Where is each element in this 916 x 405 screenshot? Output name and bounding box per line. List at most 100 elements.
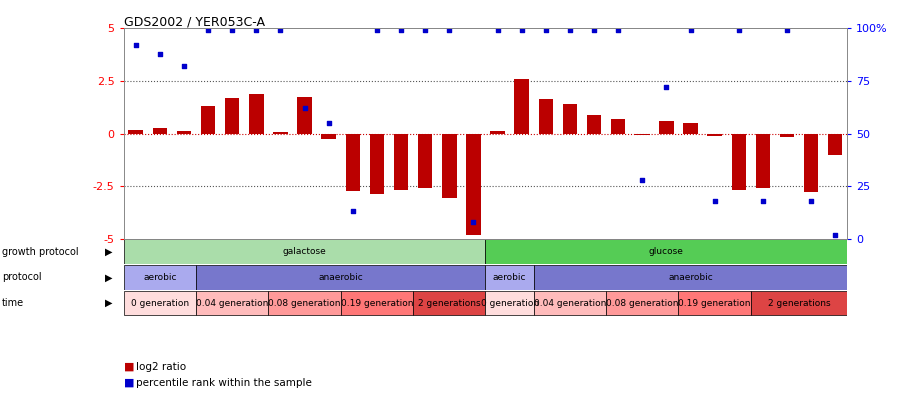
Point: [345, 208, 360, 215]
Text: anaerobic: anaerobic: [668, 273, 713, 282]
Text: aerobic: aerobic: [493, 273, 527, 282]
Bar: [345, 134, 360, 192]
Bar: [804, 134, 818, 192]
Bar: [780, 134, 794, 137]
Text: ▶: ▶: [105, 247, 113, 257]
Bar: [539, 99, 553, 134]
Point: [128, 42, 143, 49]
Point: [394, 27, 409, 34]
Bar: [177, 132, 191, 134]
Bar: [341, 291, 413, 315]
Text: 0 generation: 0 generation: [481, 298, 539, 307]
Bar: [660, 121, 673, 134]
Bar: [394, 134, 409, 190]
Bar: [273, 132, 288, 134]
Bar: [828, 134, 843, 155]
Bar: [562, 104, 577, 134]
Point: [442, 27, 456, 34]
Bar: [534, 265, 847, 290]
Text: ▶: ▶: [105, 298, 113, 308]
Bar: [370, 134, 384, 194]
Bar: [153, 128, 167, 134]
Point: [490, 27, 505, 34]
Bar: [268, 291, 341, 315]
Text: 0.08 generation: 0.08 generation: [268, 298, 341, 307]
Text: growth protocol: growth protocol: [2, 247, 79, 257]
Text: 2 generations: 2 generations: [768, 298, 831, 307]
Point: [418, 27, 432, 34]
Bar: [196, 291, 268, 315]
Text: 2 generations: 2 generations: [418, 298, 481, 307]
Text: 0.04 generation: 0.04 generation: [534, 298, 606, 307]
Bar: [124, 265, 196, 290]
Text: ■: ■: [124, 378, 134, 388]
Point: [587, 27, 602, 34]
Bar: [322, 134, 336, 139]
Text: log2 ratio: log2 ratio: [136, 362, 186, 371]
Text: galactose: galactose: [283, 247, 326, 256]
Bar: [418, 134, 432, 188]
Bar: [124, 291, 196, 315]
Bar: [196, 265, 485, 290]
Point: [322, 120, 336, 126]
Point: [152, 50, 168, 57]
Bar: [587, 115, 601, 134]
Bar: [413, 291, 485, 315]
Point: [515, 27, 529, 34]
Point: [539, 27, 553, 34]
Bar: [611, 119, 626, 134]
Point: [273, 27, 288, 34]
Bar: [466, 134, 481, 234]
Point: [370, 27, 385, 34]
Point: [732, 27, 747, 34]
Bar: [751, 291, 847, 315]
Text: GDS2002 / YER053C-A: GDS2002 / YER053C-A: [124, 15, 265, 28]
Bar: [756, 134, 770, 188]
Bar: [298, 97, 311, 134]
Point: [225, 27, 240, 34]
Point: [828, 231, 843, 238]
Text: 0.08 generation: 0.08 generation: [606, 298, 679, 307]
Bar: [707, 134, 722, 136]
Text: ■: ■: [124, 362, 134, 371]
Bar: [485, 239, 847, 264]
Bar: [485, 265, 534, 290]
Text: time: time: [2, 298, 24, 308]
Point: [707, 198, 722, 204]
Text: glucose: glucose: [649, 247, 684, 256]
Bar: [732, 134, 746, 190]
Bar: [249, 94, 264, 134]
Point: [756, 198, 770, 204]
Bar: [201, 106, 215, 134]
Text: 0.19 generation: 0.19 generation: [679, 298, 751, 307]
Bar: [485, 291, 534, 315]
Bar: [124, 239, 485, 264]
Text: ▶: ▶: [105, 272, 113, 282]
Point: [466, 219, 481, 225]
Point: [201, 27, 215, 34]
Bar: [534, 291, 606, 315]
Text: percentile rank within the sample: percentile rank within the sample: [136, 378, 311, 388]
Point: [249, 27, 264, 34]
Bar: [606, 291, 679, 315]
Text: 0 generation: 0 generation: [131, 298, 189, 307]
Point: [780, 27, 794, 34]
Point: [611, 27, 626, 34]
Bar: [679, 291, 751, 315]
Bar: [128, 130, 143, 134]
Text: 0.04 generation: 0.04 generation: [196, 298, 268, 307]
Bar: [490, 132, 505, 134]
Bar: [515, 79, 529, 134]
Point: [635, 177, 649, 183]
Point: [177, 63, 191, 70]
Text: anaerobic: anaerobic: [319, 273, 363, 282]
Point: [683, 27, 698, 34]
Bar: [683, 123, 698, 134]
Point: [562, 27, 577, 34]
Bar: [442, 134, 456, 198]
Point: [297, 105, 311, 111]
Text: 0.19 generation: 0.19 generation: [341, 298, 413, 307]
Point: [804, 198, 819, 204]
Text: aerobic: aerobic: [143, 273, 177, 282]
Point: [660, 84, 674, 90]
